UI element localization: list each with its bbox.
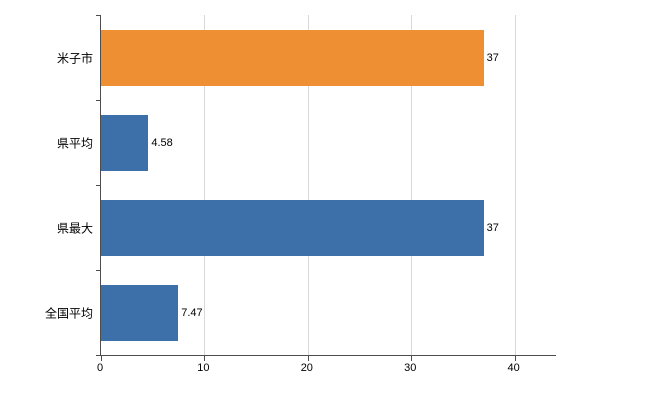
category-label: 全国平均 (44, 306, 93, 320)
bar-value-label: 37 (486, 221, 499, 234)
category-label: 県最大 (56, 221, 93, 235)
y-axis-tick (96, 270, 101, 271)
x-tick-label: 0 (96, 362, 104, 374)
bar-value-label: 7.47 (181, 306, 203, 319)
category-label: 米子市 (56, 51, 93, 65)
x-tick-label: 10 (197, 362, 210, 374)
y-axis-tick (96, 15, 101, 16)
plot-area: 37 4.58 37 7.47 (96, 15, 556, 361)
x-axis-tick (204, 356, 206, 361)
bar-value-label: 37 (486, 51, 499, 64)
gridline (204, 15, 206, 355)
x-axis-tick (514, 356, 516, 361)
bar-value-label: 4.58 (151, 136, 173, 149)
gridline (307, 15, 309, 355)
x-tick-label: 20 (300, 362, 313, 374)
y-axis-tick (96, 185, 101, 186)
x-tick-label: 30 (404, 362, 417, 374)
x-axis-tick (101, 356, 102, 361)
bar-2 (101, 199, 484, 256)
bar-3 (101, 284, 179, 341)
x-tick-label: 40 (507, 362, 520, 374)
x-axis-tick (307, 356, 309, 361)
category-label: 県平均 (56, 136, 93, 150)
bar-1 (101, 114, 149, 171)
x-axis-tick (411, 356, 413, 361)
gridline (514, 15, 516, 355)
gridline (411, 15, 413, 355)
bar-0 (101, 29, 484, 86)
y-axis-tick (96, 355, 101, 356)
y-axis-tick (96, 100, 101, 101)
y-axis-labels: 米子市県平均県最大全国平均 (0, 15, 99, 355)
